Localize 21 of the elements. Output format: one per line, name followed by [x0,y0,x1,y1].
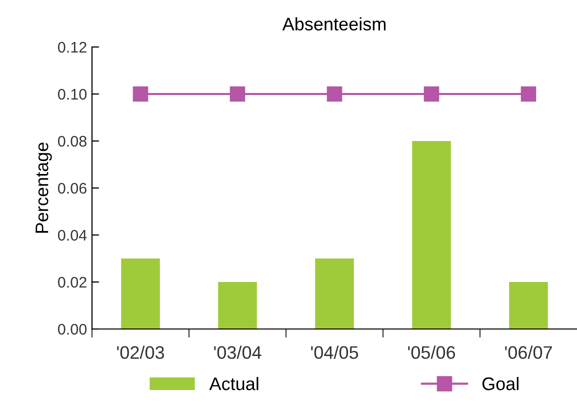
chart-title: Absenteeism [282,17,386,31]
x-tick-label: '02/03 [117,346,164,359]
y-tick-label: 0.04 [58,230,87,241]
x-tick-label: '04/05 [311,346,358,359]
y-tick-label: 0.12 [58,42,86,53]
bar [218,282,257,329]
bar [509,282,548,329]
y-tick-label: 0.06 [58,182,86,194]
bar [412,141,451,329]
x-tick-label: '03/04 [214,346,262,359]
y-axis-title: Percentage [36,142,52,233]
y-tick-label: 0.08 [58,136,86,147]
bar [121,258,160,329]
bar [315,258,354,329]
y-tick-label: 0.10 [58,88,87,100]
x-tick-label: '05/06 [408,346,456,359]
y-tick-label: 0.00 [58,324,87,335]
legend-label: Goal [482,376,518,390]
y-tick-label: 0.02 [58,276,86,288]
legend-label: Actual [209,376,258,390]
x-tick-label: '06/07 [505,346,552,359]
